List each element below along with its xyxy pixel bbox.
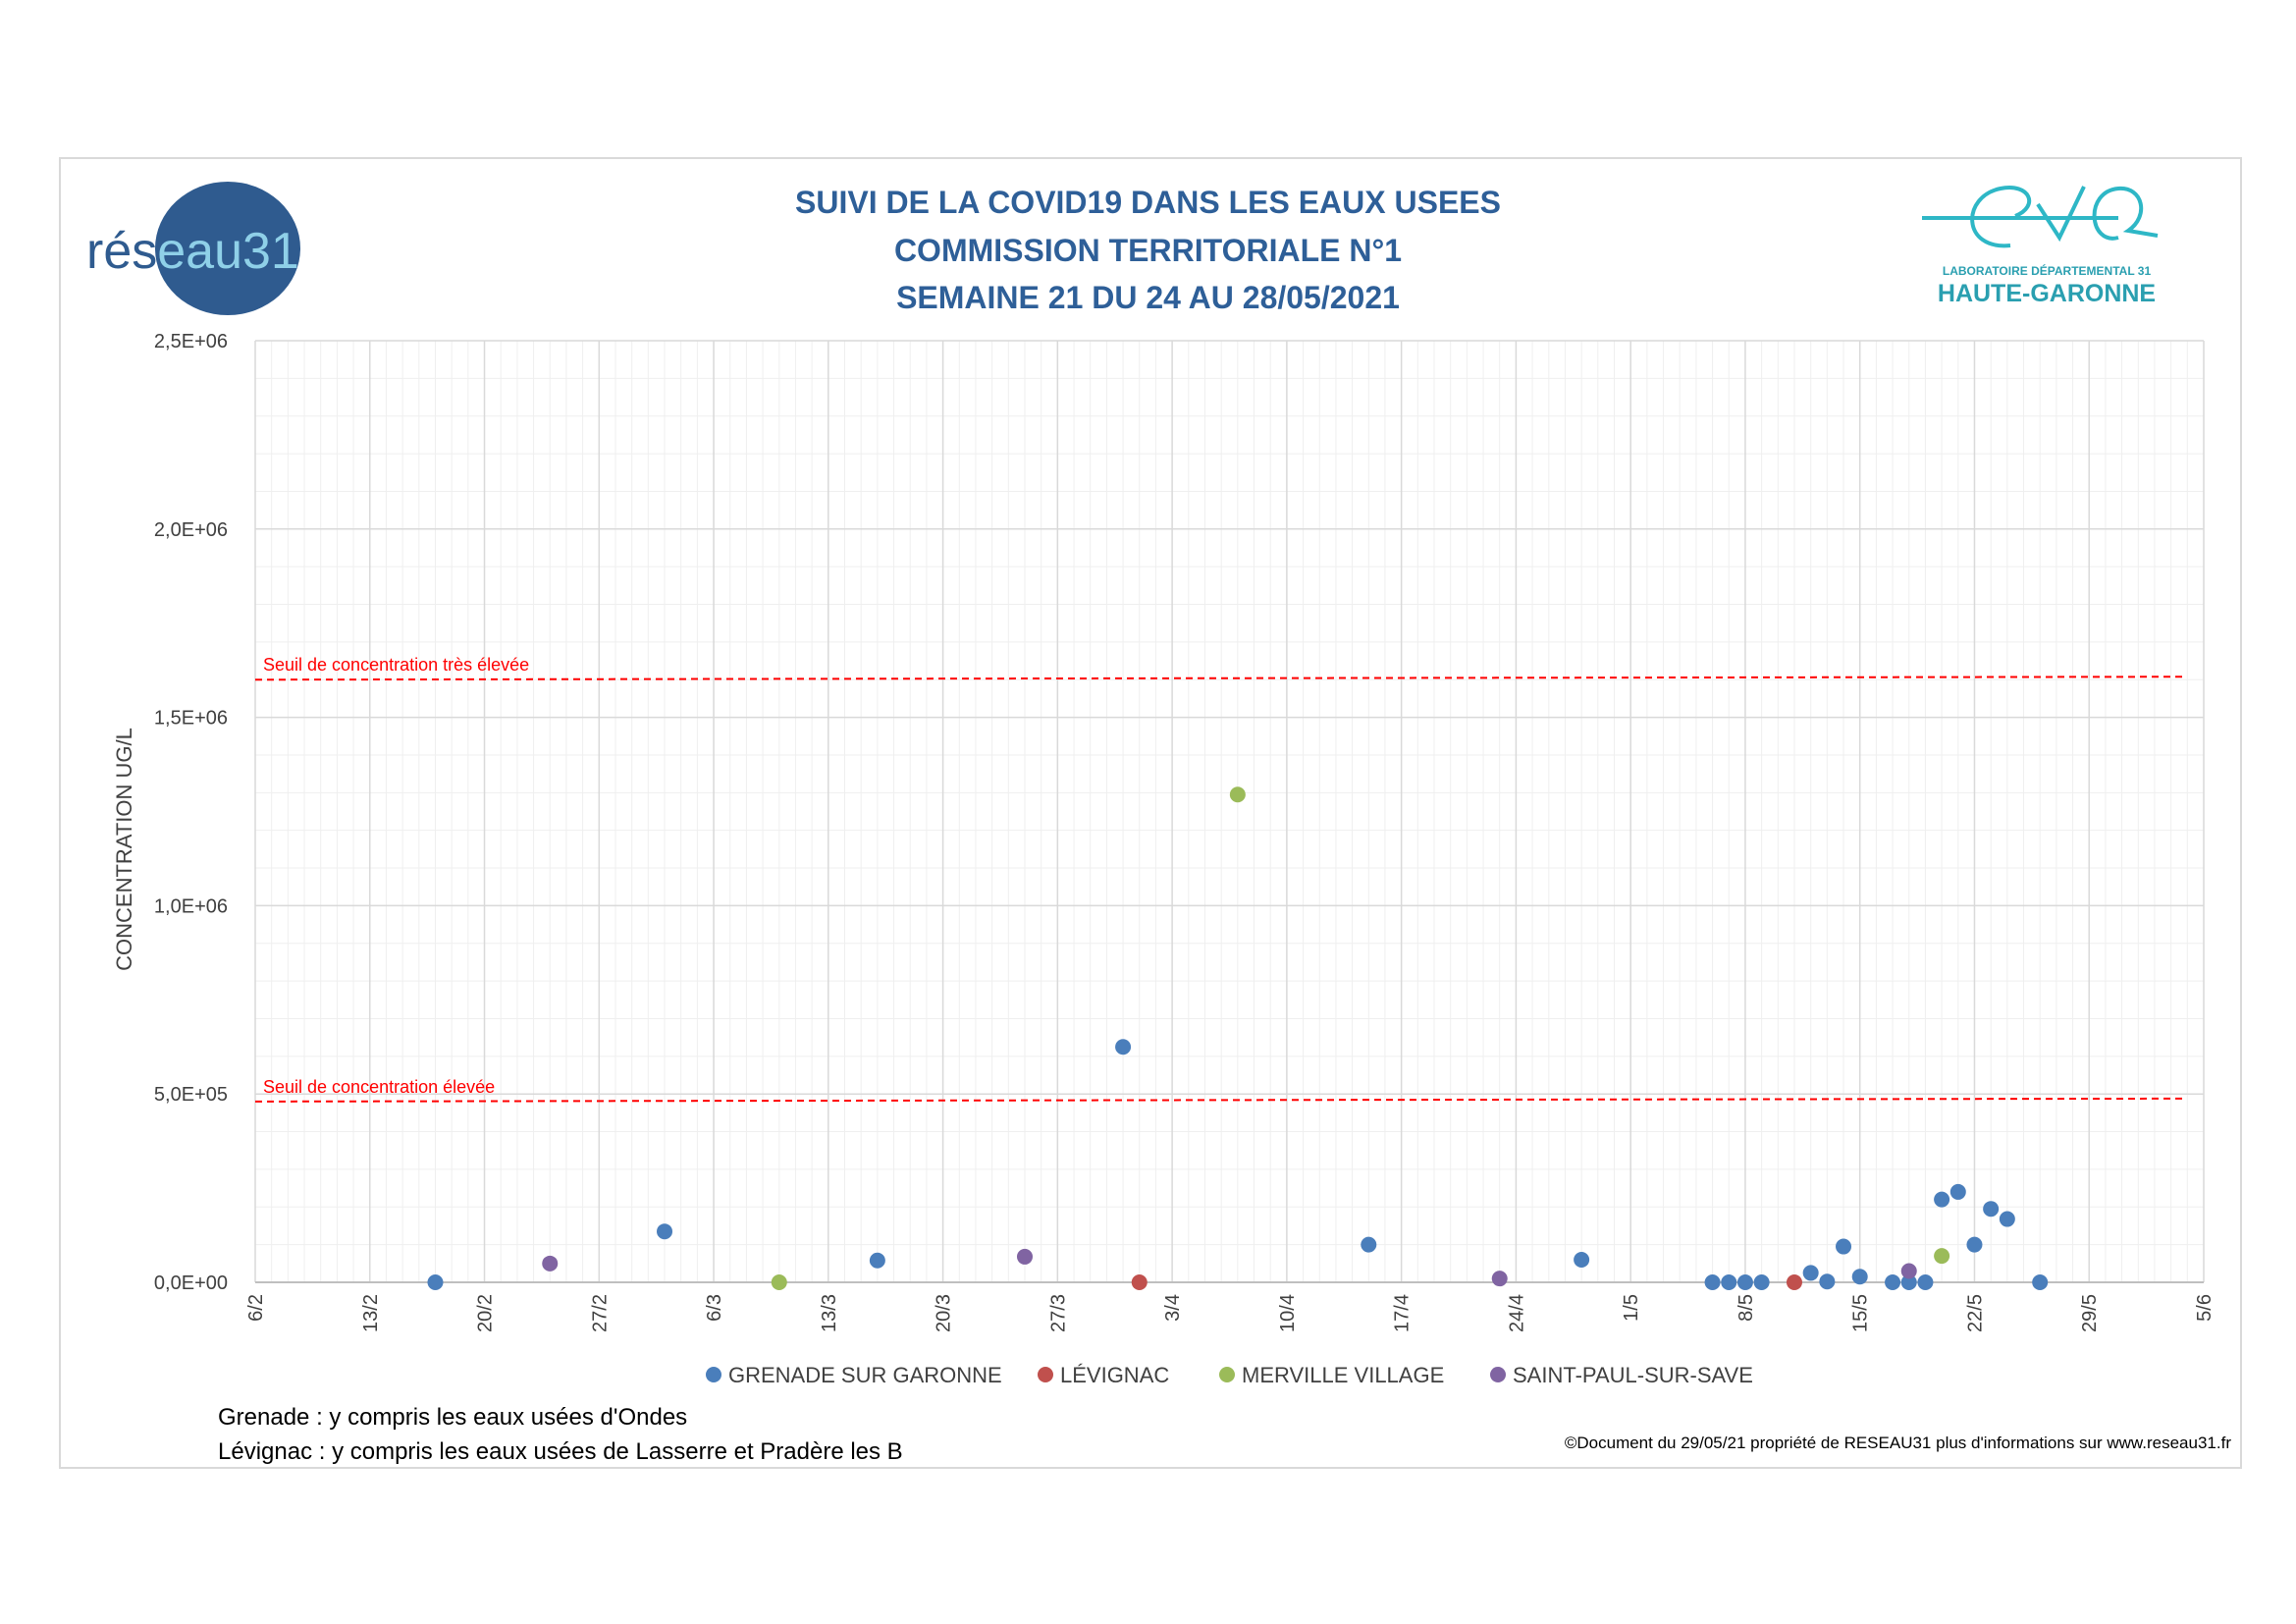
x-tick-label: 6/3	[704, 1294, 725, 1322]
legend-marker	[706, 1367, 721, 1382]
legend-marker	[1038, 1367, 1053, 1382]
data-point	[869, 1252, 885, 1269]
eva-wave-icon	[1922, 186, 2159, 248]
data-point	[1704, 1274, 1721, 1290]
data-point	[1753, 1274, 1770, 1290]
data-point	[1999, 1211, 2015, 1227]
legend-label: SAINT-PAUL-SUR-SAVE	[1513, 1363, 1753, 1387]
x-tick-label: 1/5	[1621, 1294, 1642, 1322]
data-point	[1917, 1274, 1934, 1290]
y-tick-label: 5,0E+05	[154, 1084, 228, 1106]
x-tick-label: 22/5	[1964, 1294, 1986, 1332]
legend-marker	[1490, 1367, 1506, 1382]
data-point	[542, 1255, 559, 1272]
threshold-lines: Seuil de concentration très élevée Seuil …	[254, 655, 2185, 1103]
threshold-line	[254, 676, 2185, 681]
footnote-grenade: Grenade : y compris les eaux usées d'Ond…	[218, 1404, 688, 1431]
logo-left-suffix: eau31	[157, 223, 299, 280]
y-tick-label: 0,0E+00	[154, 1272, 228, 1294]
data-point	[1131, 1274, 1148, 1290]
data-point	[1983, 1201, 2000, 1218]
data-point	[1851, 1269, 1868, 1285]
data-point	[1934, 1248, 1950, 1265]
chart-title-line-1: SUIVI DE LA COVID19 DANS LES EAUX USEES	[795, 185, 1501, 220]
x-tick-label: 6/2	[245, 1294, 267, 1322]
chart-axes: 6/2 13/2 20/2 27/2 6/3 13/3 20/3 27/3 3/4 10/4 17/…	[154, 331, 2216, 1332]
x-tick-label: 20/3	[934, 1294, 955, 1332]
legend-label: LÉVIGNAC	[1060, 1363, 1169, 1387]
data-point	[2032, 1274, 2049, 1290]
chart-title-line-2: COMMISSION TERRITORIALE N°1	[893, 233, 1403, 268]
logo-right-line1: LABORATOIRE DÉPARTEMENTAL 31	[1943, 263, 2152, 278]
x-tick-label: 29/5	[2079, 1294, 2101, 1332]
x-tick-label: 27/3	[1047, 1294, 1069, 1332]
chart-title-line-3: SEMAINE 21 DU 24 AU 28/05/2021	[896, 280, 1400, 315]
data-point	[1949, 1183, 1966, 1200]
x-tick-label: 24/4	[1506, 1294, 1527, 1332]
threshold-label: Seuil de concentration très élevée	[263, 655, 529, 675]
data-point	[1836, 1238, 1852, 1255]
x-tick-label: 13/2	[360, 1294, 382, 1332]
threshold-line	[254, 1097, 2185, 1103]
footnote-levignac: Lévignac : y compris les eaux usées de L…	[218, 1438, 903, 1465]
data-point	[1721, 1274, 1737, 1290]
eva-laboratory-logo: LABORATOIRE DÉPARTEMENTAL 31 HAUTE-GARON…	[1922, 186, 2159, 307]
data-point	[1802, 1265, 1819, 1281]
x-tick-label: 20/2	[475, 1294, 497, 1332]
data-point	[1361, 1236, 1377, 1253]
data-point	[1819, 1273, 1836, 1290]
legend-marker	[1219, 1367, 1235, 1382]
x-tick-label: 8/5	[1735, 1294, 1757, 1322]
y-tick-label: 2,5E+06	[154, 331, 228, 352]
copyright-notice: ©Document du 29/05/21 propriété de RESEA…	[1564, 1434, 2231, 1452]
data-point	[1900, 1263, 1917, 1279]
data-point	[1885, 1274, 1901, 1290]
x-tick-label: 27/2	[589, 1294, 611, 1332]
x-tick-label: 13/3	[819, 1294, 840, 1332]
y-axis-label: CONCENTRATION UG/L	[112, 728, 136, 971]
y-tick-label: 1,5E+06	[154, 708, 228, 730]
data-point	[1966, 1236, 1983, 1253]
x-tick-label: 5/6	[2194, 1294, 2216, 1322]
data-point	[1786, 1274, 1802, 1290]
y-tick-label: 1,0E+06	[154, 895, 228, 917]
threshold-label: Seuil de concentration élevée	[263, 1077, 495, 1097]
logo-right-line2: HAUTE-GARONNE	[1938, 280, 2156, 307]
data-point	[771, 1274, 787, 1290]
data-points	[427, 786, 2049, 1290]
document-frame	[59, 157, 2242, 1469]
reseau31-logo: réseau31	[86, 182, 300, 315]
data-point	[1574, 1251, 1590, 1268]
logo-left-prefix: rés	[86, 223, 157, 280]
chart-gridlines	[254, 340, 2205, 1283]
x-tick-label: 17/4	[1392, 1294, 1414, 1332]
data-point	[1229, 786, 1246, 803]
svg-text:réseau31: réseau31	[86, 223, 299, 280]
data-point	[1736, 1274, 1753, 1290]
legend-label: MERVILLE VILLAGE	[1242, 1363, 1444, 1387]
x-tick-label: 15/5	[1850, 1294, 1872, 1332]
y-tick-label: 2,0E+06	[154, 519, 228, 541]
data-point	[657, 1223, 673, 1240]
data-point	[1016, 1248, 1033, 1265]
data-point	[1491, 1271, 1508, 1287]
data-point	[1900, 1274, 1917, 1290]
data-point	[1934, 1191, 1950, 1208]
data-point	[427, 1274, 444, 1290]
x-tick-label: 10/4	[1277, 1294, 1299, 1332]
data-point	[1115, 1039, 1132, 1056]
x-tick-label: 3/4	[1162, 1294, 1184, 1322]
legend-label: GRENADE SUR GARONNE	[728, 1363, 1002, 1387]
chart-legend: GRENADE SUR GARONNE LÉVIGNAC MERVILLE VILL…	[706, 1363, 1753, 1387]
